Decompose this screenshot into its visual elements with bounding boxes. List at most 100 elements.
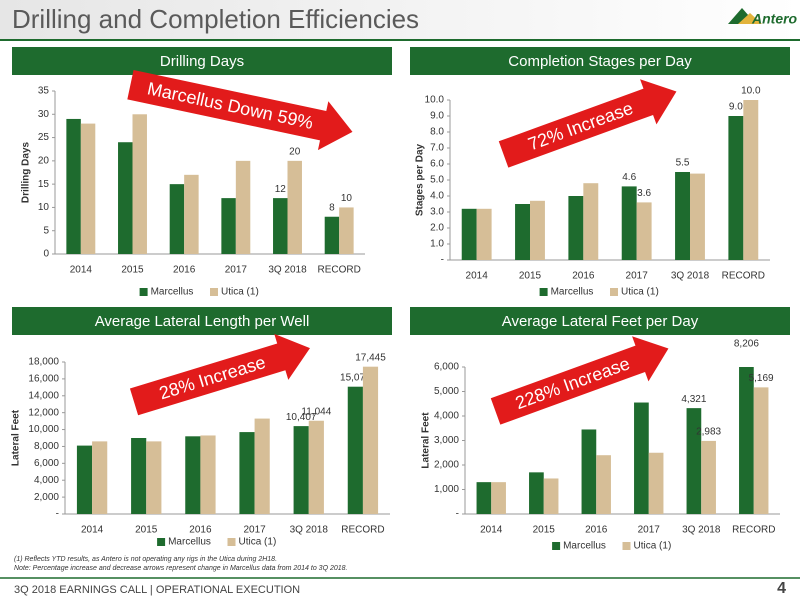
charts: Drilling Days Drilling Days 0 5 10 15 20 25 30 35…: [11, 47, 790, 552]
legend-swatch: [227, 538, 236, 546]
bar: [634, 402, 649, 514]
chart: Completion Stages per Day Stages per Day -…: [410, 47, 790, 298]
y-tick-label: -: [56, 509, 59, 520]
y-tick-label: 5: [43, 225, 49, 236]
value-label: 10,407: [286, 412, 317, 423]
value-label: 9.0: [729, 102, 743, 113]
bar: [66, 118, 81, 254]
y-tick-label: 25: [38, 132, 50, 143]
bar: [293, 426, 309, 514]
footnote: Note: Percentage increase and decrease a…: [14, 565, 348, 572]
bar: [686, 408, 702, 514]
x-tick-label: 2017: [243, 525, 266, 536]
y-tick-label: 4,000: [34, 475, 59, 486]
y-tick-label: 10.0: [425, 95, 445, 106]
bar: [80, 123, 96, 254]
bar: [200, 435, 216, 514]
bar: [287, 160, 302, 254]
chart: Drilling Days Drilling Days 0 5 10 15 20 25 30 35…: [12, 47, 392, 298]
value-label: 17,445: [355, 352, 386, 363]
chart: Average Lateral Length per Well Lateral F…: [11, 307, 392, 548]
bar: [132, 114, 147, 254]
bar: [118, 142, 133, 254]
chart-title: Average Lateral Feet per Day: [502, 313, 699, 330]
legend-swatch: [539, 288, 548, 296]
bar: [596, 455, 611, 514]
x-tick-label: 2014: [466, 271, 489, 282]
legend-label: Marcellus: [168, 537, 211, 548]
bar: [701, 440, 716, 514]
bar: [92, 441, 108, 514]
title-banner: [410, 307, 790, 335]
bar: [339, 207, 354, 254]
x-tick-label: 2015: [121, 265, 144, 276]
x-tick-label: 3Q 2018: [268, 265, 307, 276]
y-tick-label: -: [441, 255, 444, 266]
bar: [568, 196, 584, 260]
x-tick-label: 2014: [480, 525, 503, 536]
y-tick-label: 1,000: [434, 484, 459, 495]
legend-swatch: [210, 288, 218, 296]
y-tick-label: 8.0: [430, 127, 444, 138]
y-tick-label: 2.0: [430, 223, 444, 234]
chart: Average Lateral Feet per Day Lateral Feet…: [410, 307, 790, 552]
bar: [621, 186, 637, 260]
y-axis-label: Stages per Day: [415, 143, 426, 216]
x-tick-label: 2017: [638, 525, 661, 536]
annotation-arrow: 72% Increase: [498, 79, 677, 168]
y-axis-label: Lateral Feet: [11, 409, 22, 466]
y-tick-label: 6,000: [434, 362, 459, 373]
bar: [76, 445, 93, 514]
bar: [254, 418, 270, 514]
bar: [324, 216, 340, 254]
x-tick-label: 2015: [519, 271, 542, 282]
bar: [131, 438, 147, 514]
bar: [273, 198, 288, 254]
bar: [476, 208, 492, 260]
y-tick-label: 18,000: [28, 357, 59, 368]
value-label: 20: [289, 146, 301, 157]
y-tick-label: 1.0: [430, 239, 444, 250]
x-tick-label: 2017: [626, 271, 649, 282]
bar: [743, 100, 759, 260]
page-number: 4: [777, 580, 786, 597]
value-label: 2,983: [696, 427, 721, 438]
bar: [235, 160, 251, 254]
legend-swatch: [552, 542, 561, 550]
x-tick-label: 2015: [533, 525, 556, 536]
title-banner: [12, 47, 392, 75]
y-tick-label: 4.0: [430, 191, 444, 202]
x-tick-label: RECORD: [722, 271, 765, 282]
bar: [739, 367, 754, 514]
legend-label: Utica (1): [221, 287, 259, 298]
y-tick-label: 2,000: [34, 492, 59, 503]
bar: [530, 200, 545, 260]
x-tick-label: 3Q 2018: [290, 525, 329, 536]
legend-label: Utica (1): [634, 541, 672, 552]
footnote: (1) Reflects YTD results, as Antero is n…: [14, 556, 277, 563]
bar: [347, 386, 363, 514]
x-tick-label: 2016: [173, 265, 196, 276]
value-label: 8: [329, 202, 335, 213]
bar: [636, 202, 652, 260]
x-tick-label: 3Q 2018: [671, 271, 710, 282]
bar: [648, 452, 664, 514]
value-label: 10.0: [741, 86, 761, 97]
legend-label: Marcellus: [551, 287, 594, 298]
arrow-shape: [498, 79, 677, 168]
bar: [583, 183, 599, 260]
y-tick-label: 12,000: [28, 407, 59, 418]
y-tick-label: 6.0: [430, 159, 444, 170]
value-label: 11,044: [301, 406, 331, 417]
value-label: 3.6: [637, 188, 651, 199]
y-tick-label: 6,000: [34, 458, 59, 469]
title-banner: [12, 307, 392, 335]
value-label: 15,075: [340, 372, 371, 383]
footer: 3Q 2018 EARNINGS CALL | OPERATIONAL EXEC…: [14, 584, 300, 596]
x-tick-label: 2017: [225, 265, 248, 276]
bar: [146, 441, 162, 514]
y-tick-label: 7.0: [430, 143, 444, 154]
bar: [543, 478, 559, 514]
